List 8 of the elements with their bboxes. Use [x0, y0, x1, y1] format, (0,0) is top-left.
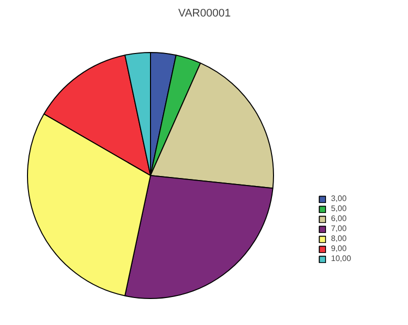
legend-label: 3,00	[331, 194, 348, 203]
legend-label: 9,00	[331, 244, 348, 253]
chart-title: VAR00001	[178, 8, 231, 20]
legend-label: 8,00	[331, 234, 348, 243]
legend-label: 7,00	[331, 224, 348, 233]
legend-label: 6,00	[331, 214, 348, 223]
legend-label: 5,00	[331, 204, 348, 213]
legend-label: 10,00	[331, 254, 352, 263]
